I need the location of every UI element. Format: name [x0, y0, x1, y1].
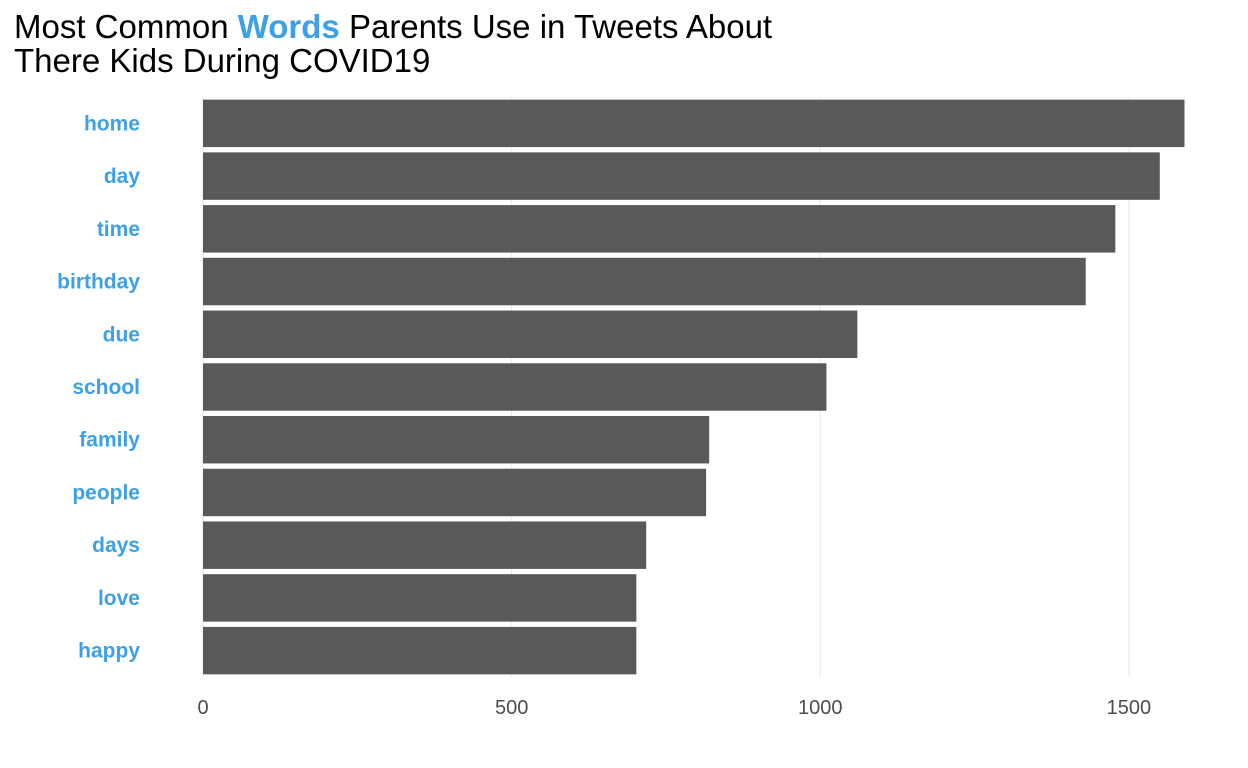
title-highlight: Words: [237, 8, 340, 45]
category-label: happy: [78, 640, 140, 663]
bar-due: [203, 310, 858, 358]
bar-days: [203, 521, 647, 569]
x-tick-label: 1000: [798, 697, 843, 719]
bar-happy: [203, 626, 637, 675]
category-label: family: [79, 429, 140, 452]
category-label: time: [97, 218, 140, 241]
x-axis-ticks: 0 500 1000 1500: [197, 697, 1151, 719]
bar-time: [203, 205, 1116, 253]
title-part2: Parents Use in Tweets About: [339, 8, 773, 45]
category-label: home: [84, 112, 140, 135]
x-tick-label: 500: [495, 697, 528, 719]
category-label: day: [104, 165, 141, 188]
x-tick-label: 1500: [1107, 697, 1152, 719]
bar-family: [203, 416, 710, 464]
title-part1: Most Common: [14, 8, 238, 45]
category-label: days: [92, 534, 140, 557]
category-label: school: [72, 376, 140, 399]
category-label: love: [98, 587, 140, 610]
title-line2: There Kids During COVID19: [14, 42, 431, 79]
category-label: people: [72, 481, 140, 504]
bar-school: [203, 363, 827, 411]
bar-birthday: [203, 257, 1086, 306]
bar-people: [203, 468, 707, 517]
category-label: birthday: [57, 271, 140, 294]
chart-title: Most Common Words Parents Use in Tweets …: [14, 10, 772, 78]
bar-day: [203, 152, 1160, 200]
category-label: due: [103, 323, 140, 346]
category-labels: home day time birthday due school family people…: [57, 112, 140, 662]
x-tick-label: 0: [197, 697, 208, 719]
bars: [203, 99, 1185, 675]
bar-home: [203, 99, 1185, 148]
bar-love: [203, 574, 637, 622]
